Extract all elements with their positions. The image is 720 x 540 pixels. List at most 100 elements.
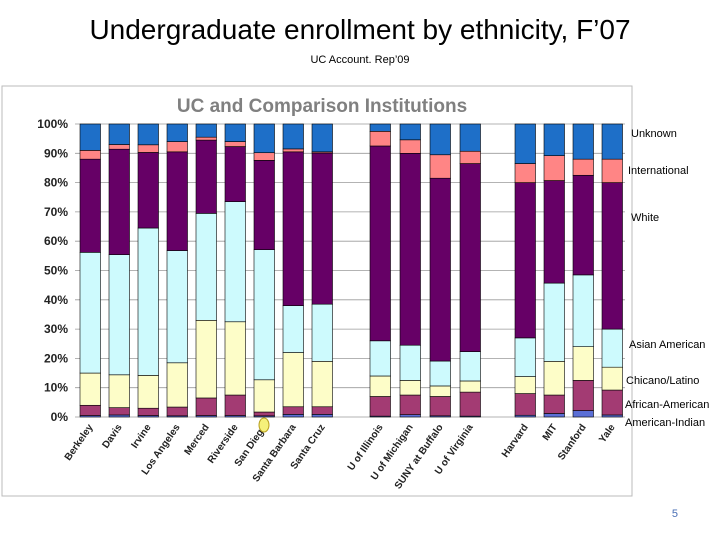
y-tick-label: 60% [44, 234, 68, 248]
bars [79, 123, 623, 418]
bar-segment-international [137, 144, 159, 153]
bar-segment-chicano-latino [429, 385, 451, 397]
bar-segment-international [224, 141, 246, 147]
bar-segment-asian-american [79, 252, 101, 374]
slide-subtitle: UC Account. Rep’09 [310, 54, 410, 66]
bar-segment-american-indian [572, 410, 594, 418]
bar-segment-international [572, 158, 594, 176]
y-tick-label: 30% [44, 322, 68, 336]
bar-segment-white [572, 174, 594, 276]
bar-segment-asian-american [224, 201, 246, 323]
bar-segment-asian-american [514, 337, 536, 377]
y-tick-label: 90% [44, 146, 68, 160]
bar-segment-asian-american [399, 344, 421, 381]
page-number: 5 [671, 508, 678, 520]
chart-title: UC and Comparison Institutions [177, 96, 467, 117]
legend-label-white: White [631, 212, 659, 224]
bar-segment-white [166, 151, 188, 251]
bar-segment-african-american [195, 397, 217, 416]
bar-segment-chicano-latino [369, 375, 391, 397]
bar-segment-american-indian [311, 414, 333, 418]
bar-segment-international [459, 150, 481, 164]
bar-segment-international [543, 155, 565, 181]
bar-segment-unknown [195, 123, 217, 138]
bar-segment-international [166, 141, 188, 153]
bar-segment-international [253, 152, 275, 161]
legend-label-american-indian: American-Indian [625, 417, 705, 429]
bar-segment-american-indian [282, 414, 304, 418]
bar-segment-asian-american [369, 340, 391, 377]
bar-segment-unknown [137, 123, 159, 146]
bar-segment-african-american [459, 391, 481, 417]
bar-segment-african-american [108, 407, 130, 416]
bar-segment-international [429, 154, 451, 179]
bar-segment-white [137, 152, 159, 229]
bar-segment-asian-american [429, 360, 451, 387]
bar-segment-african-american [543, 394, 565, 414]
bar-segment-white [253, 160, 275, 250]
bar-segment-unknown [429, 123, 451, 156]
bar-segment-chicano-latino [601, 366, 623, 391]
bar-segment-white [514, 182, 536, 339]
bar-segment-african-american [224, 394, 246, 416]
bar-segment-white [429, 177, 451, 362]
bar-segment-american-indian [543, 413, 565, 418]
bar-segment-chicano-latino [311, 361, 333, 408]
bar-segment-unknown [282, 123, 304, 150]
legend-label-international: International [628, 165, 689, 177]
bar-segment-chicano-latino [137, 375, 159, 409]
bar-segment-white [399, 153, 421, 346]
bar-segment-asian-american [166, 250, 188, 364]
bar-segment-african-american [311, 406, 333, 415]
bar-segment-chicano-latino [79, 372, 101, 406]
bar-segment-african-american [79, 404, 101, 416]
y-tick-label: 10% [44, 381, 68, 395]
bar-segment-chicano-latino [514, 376, 536, 394]
bar-segment-chicano-latino [282, 352, 304, 408]
bar-segment-african-american [253, 411, 275, 417]
bar-segment-white [369, 145, 391, 342]
legend-label-african-american: African-American [625, 399, 709, 411]
bar-segment-unknown [543, 123, 565, 156]
bar-segment-american-indian [601, 414, 623, 418]
bar-segment-white [79, 158, 101, 253]
bar-segment-unknown [253, 123, 275, 154]
bar-segment-international [514, 163, 536, 183]
legend-label-chicano-latino: Chicano/Latino [626, 375, 699, 387]
legend: Unknown International White Asian American C… [625, 128, 709, 429]
bar-segment-white [224, 146, 246, 202]
bar-segment-international [399, 139, 421, 154]
y-tick-label: 70% [44, 205, 68, 219]
bar-segment-african-american [369, 396, 391, 417]
bar-segment-chicano-latino [108, 374, 130, 408]
bar-segment-international [79, 150, 101, 160]
bar-segment-african-american [282, 406, 304, 415]
bar-segment-unknown [311, 123, 333, 153]
bar-segment-chicano-latino [195, 320, 217, 399]
y-tick-label: 80% [44, 176, 68, 190]
bar-segment-white [543, 180, 565, 284]
legend-label-unknown: Unknown [631, 128, 677, 140]
y-tick-label: 50% [44, 264, 68, 278]
bar-segment-asian-american [195, 213, 217, 321]
y-axis-tick-labels: 0% 10% 20% 30% 40% 50% 60% 70% 80% 90% 100% [37, 117, 68, 424]
bar-segment-asian-american [459, 351, 481, 382]
bar-segment-white [311, 152, 333, 305]
bar-segment-asian-american [311, 303, 333, 362]
bar-segment-chicano-latino [253, 379, 275, 413]
bar-segment-asian-american [572, 274, 594, 347]
bar-segment-international [108, 144, 130, 150]
bar-segment-white [108, 148, 130, 255]
bar-segment-unknown [601, 123, 623, 160]
bar-segment-asian-american [108, 254, 130, 376]
y-tick-label: 40% [44, 293, 68, 307]
bar-segment-chicano-latino [399, 380, 421, 396]
bar-segment-american-indian [399, 414, 421, 418]
bar-segment-chicano-latino [572, 346, 594, 381]
bar-segment-african-american [137, 407, 159, 416]
bar-segment-african-american [514, 393, 536, 416]
bar-segment-african-american [399, 394, 421, 415]
bar-segment-unknown [572, 123, 594, 160]
bar-segment-asian-american [282, 305, 304, 353]
